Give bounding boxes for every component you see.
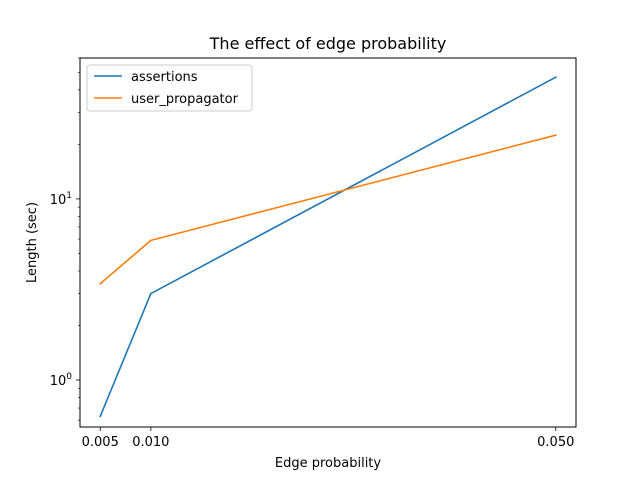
x-tick-label: 0.010 xyxy=(132,435,169,450)
x-axis-label: Edge probability xyxy=(275,456,382,471)
legend: assertions user_propagator xyxy=(86,64,253,112)
y-tick-label: 101 xyxy=(50,191,72,208)
data-point-assertions-0 xyxy=(99,415,102,418)
plot-area-frame xyxy=(79,57,577,428)
y-axis-label: Length (sec) xyxy=(25,202,40,283)
data-point-user-propagator-1 xyxy=(150,239,152,242)
y-tick-label: 100 xyxy=(50,372,73,389)
data-point-user-propagator-0 xyxy=(99,282,102,285)
x-tick-label: 0.050 xyxy=(537,435,574,450)
legend-label-assertions: assertions xyxy=(131,70,198,85)
y-axis-ticks: 100 101 xyxy=(50,57,80,421)
data-point-assertions-2 xyxy=(554,76,557,78)
plot-lines-group xyxy=(99,76,557,418)
x-tick-label: 0.005 xyxy=(82,435,119,450)
data-point-assertions-1 xyxy=(150,292,152,295)
chart-title: The effect of edge probability xyxy=(209,34,447,53)
x-axis-ticks: 0.005 0.010 0.050 xyxy=(82,427,574,450)
legend-box xyxy=(86,64,253,112)
data-point-user-propagator-2 xyxy=(554,134,557,136)
legend-label-user-propagator: user_propagator xyxy=(131,92,239,107)
